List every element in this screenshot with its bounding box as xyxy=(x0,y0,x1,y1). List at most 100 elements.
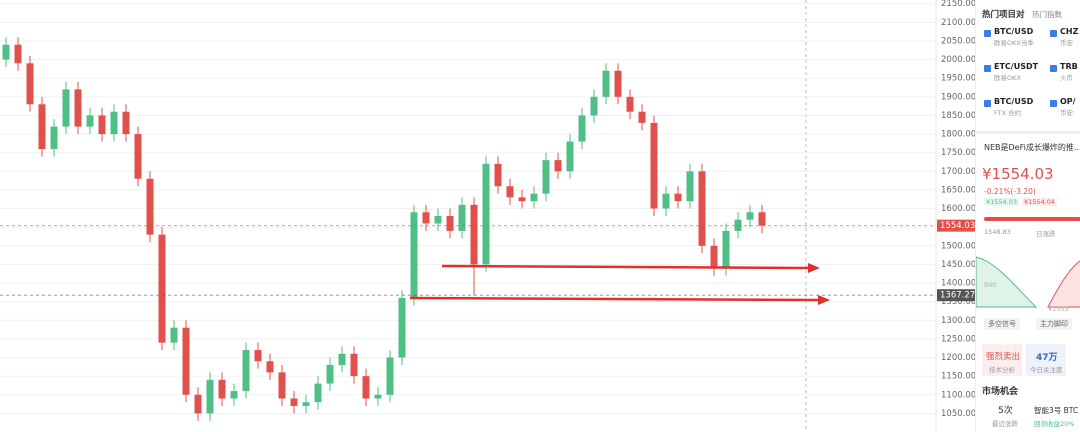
y-tick-label: 1250.00 xyxy=(941,334,975,344)
candle-body xyxy=(14,44,22,64)
candle-body xyxy=(422,212,430,224)
checkbox[interactable] xyxy=(984,100,991,107)
candle-body xyxy=(494,163,502,187)
y-tick-label: 1700.00 xyxy=(941,167,975,177)
news[interactable]: NEB是DeFi成长爆炸的推... xyxy=(984,143,1080,152)
section-title: 市场机会 xyxy=(982,387,1019,397)
pair-card[interactable]: CHZ 币安 xyxy=(1050,24,1080,52)
divider xyxy=(976,131,1080,134)
pair-list: BTC/USD 欧易OKX当季 CHZ 币安 ETC/USDT 欧易OKX TRB 火币 BTC… xyxy=(976,24,1080,134)
candle-body xyxy=(158,234,166,343)
candle-body xyxy=(686,171,694,202)
candle-body xyxy=(674,193,682,202)
candle-body xyxy=(506,186,514,198)
candle-body xyxy=(266,361,274,373)
candle-body xyxy=(326,364,334,384)
strategy: 智能3号 BTC xyxy=(1034,406,1079,415)
count: 5次 xyxy=(998,406,1013,416)
price-tag xyxy=(937,219,975,232)
candle-body xyxy=(230,391,238,399)
candle-body xyxy=(398,297,406,358)
pair-name: OP/ xyxy=(1060,97,1076,106)
y-tick-label: 1350.00 xyxy=(941,297,975,307)
pair-card[interactable]: TRB 火币 xyxy=(1050,59,1080,87)
checkbox[interactable] xyxy=(984,65,991,72)
candle-body xyxy=(122,111,130,135)
y-tick-label: 1850.00 xyxy=(941,111,975,121)
pair-name: BTC/USD xyxy=(994,27,1034,36)
pair-card[interactable]: BTC/USD 欧易OKX当季 xyxy=(984,24,1054,52)
count-sub: 最近涨跌 xyxy=(992,420,1018,428)
y-tick-label: 1750.00 xyxy=(941,148,975,158)
signal: 强烈卖出 xyxy=(986,352,1021,362)
candle-body xyxy=(182,327,190,395)
tab[interactable]: 热门项目对 xyxy=(982,10,1025,20)
y-tick-label: 1150.00 xyxy=(941,372,975,382)
y-tick-label: 1650.00 xyxy=(941,185,975,195)
y-tick-label: 1300.00 xyxy=(941,316,975,326)
candle-body xyxy=(62,89,70,127)
bid: ¥1554.03 xyxy=(984,198,1020,206)
y-tick-label: 2100.00 xyxy=(941,18,975,28)
candle-body xyxy=(578,115,586,142)
depth-ask xyxy=(1047,260,1080,308)
pair-exchange: 欧易OKX xyxy=(994,74,1021,82)
candle-body xyxy=(218,379,226,399)
candle-body xyxy=(614,70,622,97)
candle-body xyxy=(722,230,730,269)
tab[interactable]: 热门指数 xyxy=(1032,10,1062,19)
y-tick-label: 1900.00 xyxy=(941,92,975,102)
pair-card[interactable]: OP/币安 xyxy=(1050,94,1080,122)
candle-body xyxy=(134,134,142,179)
candle-body xyxy=(110,111,118,135)
candle-body xyxy=(542,160,550,194)
candle-body xyxy=(38,104,46,149)
pair-exchange: 币安 xyxy=(1060,109,1073,117)
pair-name: TRB xyxy=(1060,62,1078,71)
ask: ¥1554.04 xyxy=(1022,198,1058,206)
candle-body xyxy=(254,350,262,362)
candle-body xyxy=(170,327,178,343)
candle-body xyxy=(518,197,526,202)
candle-body xyxy=(758,212,766,226)
pair-card[interactable]: BTC/USD FTX 合约 xyxy=(984,94,1054,122)
candle-body xyxy=(602,70,610,97)
y-tick-label: 1450.00 xyxy=(941,260,975,270)
candle-body xyxy=(74,89,82,127)
checkbox[interactable] xyxy=(1050,65,1057,72)
candle-body xyxy=(470,204,478,265)
candle-body xyxy=(314,383,322,403)
chart: 1050.00 1100.00 1150.00 1200.00 1250.00 1300.… xyxy=(0,0,975,432)
pair-exchange: 欧易OKX当季 xyxy=(994,39,1034,47)
depth-chart xyxy=(976,256,1080,308)
candle-body xyxy=(746,212,754,220)
candle-body xyxy=(362,376,370,399)
button[interactable]: 主力脚印 xyxy=(1036,318,1072,330)
y-tick-label: 1800.00 xyxy=(941,130,975,140)
signal-card xyxy=(982,344,1022,376)
depth-label: ¥1555 xyxy=(1048,305,1069,313)
depth-bid xyxy=(976,256,1038,308)
y-tick-label: 1100.00 xyxy=(941,390,975,400)
attention: 47万 xyxy=(1036,353,1058,363)
sidebar: 热门项目对 热门指数 BTC/USD 欧易OKX当季 CHZ 币安 ETC/USDT 欧易… xyxy=(975,0,1080,432)
pair-card[interactable]: ETC/USDT 欧易OKX xyxy=(984,59,1054,87)
y-tick-label: 1200.00 xyxy=(941,353,975,363)
button[interactable]: 多空信号 xyxy=(984,318,1020,330)
checkbox[interactable] xyxy=(984,30,991,37)
candle-body xyxy=(242,350,250,392)
candle-body xyxy=(278,372,286,399)
candle-body xyxy=(374,394,382,399)
signal-sub: 技术分析 xyxy=(989,366,1015,374)
candle-body xyxy=(482,163,490,265)
candle-body xyxy=(338,353,346,365)
range-low: 1548.83 xyxy=(984,228,1011,236)
attention-card xyxy=(1026,344,1066,376)
pair-exchange: 币安 xyxy=(1060,39,1073,47)
range-label: 日涨跌 xyxy=(1036,230,1056,238)
candle-body xyxy=(302,402,310,406)
y-tick-label: 1500.00 xyxy=(941,241,975,251)
checkbox[interactable] xyxy=(1050,30,1057,37)
checkbox[interactable] xyxy=(1050,100,1057,107)
candle-body xyxy=(698,171,706,246)
